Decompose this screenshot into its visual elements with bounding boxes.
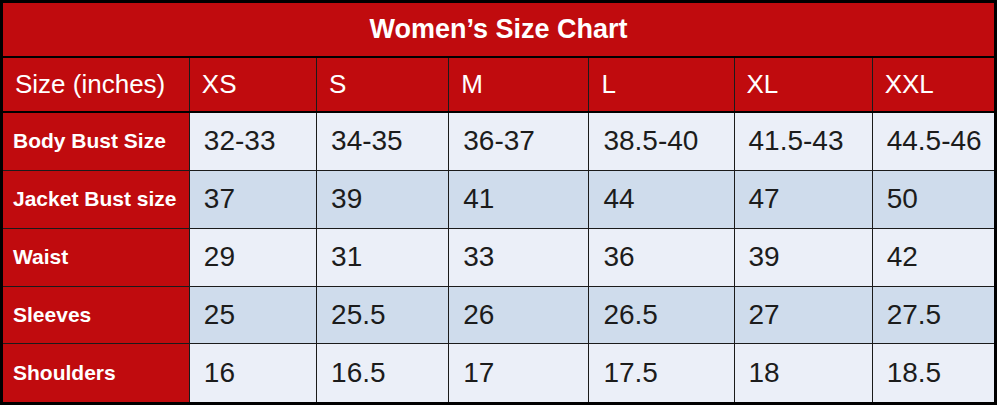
- value-cell: 18.5: [872, 344, 995, 404]
- value-cell: 33: [449, 228, 589, 286]
- table-row: Waist293133363942: [2, 228, 996, 286]
- value-cell: 18: [734, 344, 872, 404]
- header-size-xxl: XXL: [872, 57, 995, 112]
- value-cell: 17: [449, 344, 589, 404]
- header-row: Size (inches)XSSMLXLXXL: [2, 57, 996, 112]
- size-chart-table: Women’s Size Chart Size (inches)XSSMLXLX…: [0, 0, 997, 405]
- value-cell: 16.5: [317, 344, 449, 404]
- row-label: Body Bust Size: [2, 112, 190, 171]
- value-cell: 42: [872, 228, 995, 286]
- value-cell: 25: [189, 286, 316, 344]
- table-row: Jacket Bust size373941444750: [2, 170, 996, 228]
- value-cell: 26: [449, 286, 589, 344]
- value-cell: 41: [449, 170, 589, 228]
- row-label: Shoulders: [2, 344, 190, 404]
- title-row: Women’s Size Chart: [2, 2, 996, 57]
- value-cell: 41.5-43: [734, 112, 872, 171]
- value-cell: 25.5: [317, 286, 449, 344]
- value-cell: 37: [189, 170, 316, 228]
- value-cell: 39: [317, 170, 449, 228]
- value-cell: 27: [734, 286, 872, 344]
- value-cell: 39: [734, 228, 872, 286]
- value-cell: 32-33: [189, 112, 316, 171]
- value-cell: 34-35: [317, 112, 449, 171]
- value-cell: 47: [734, 170, 872, 228]
- value-cell: 31: [317, 228, 449, 286]
- header-size-xs: XS: [189, 57, 316, 112]
- row-label: Waist: [2, 228, 190, 286]
- value-cell: 17.5: [589, 344, 734, 404]
- value-cell: 16: [189, 344, 316, 404]
- row-label: Jacket Bust size: [2, 170, 190, 228]
- table-row: Sleeves2525.52626.52727.5: [2, 286, 996, 344]
- value-cell: 44.5-46: [872, 112, 995, 171]
- table-row: Shoulders1616.51717.51818.5: [2, 344, 996, 404]
- header-size-inches: Size (inches): [2, 57, 190, 112]
- value-cell: 36-37: [449, 112, 589, 171]
- value-cell: 27.5: [872, 286, 995, 344]
- value-cell: 38.5-40: [589, 112, 734, 171]
- value-cell: 26.5: [589, 286, 734, 344]
- header-size-m: M: [449, 57, 589, 112]
- header-size-xl: XL: [734, 57, 872, 112]
- row-label: Sleeves: [2, 286, 190, 344]
- table-row: Body Bust Size32-3334-3536-3738.5-4041.5…: [2, 112, 996, 171]
- value-cell: 44: [589, 170, 734, 228]
- header-size-l: L: [589, 57, 734, 112]
- value-cell: 36: [589, 228, 734, 286]
- value-cell: 29: [189, 228, 316, 286]
- value-cell: 50: [872, 170, 995, 228]
- page-title: Women’s Size Chart: [2, 2, 996, 57]
- header-size-s: S: [317, 57, 449, 112]
- size-chart-page: Women’s Size Chart Size (inches)XSSMLXLX…: [0, 0, 1000, 416]
